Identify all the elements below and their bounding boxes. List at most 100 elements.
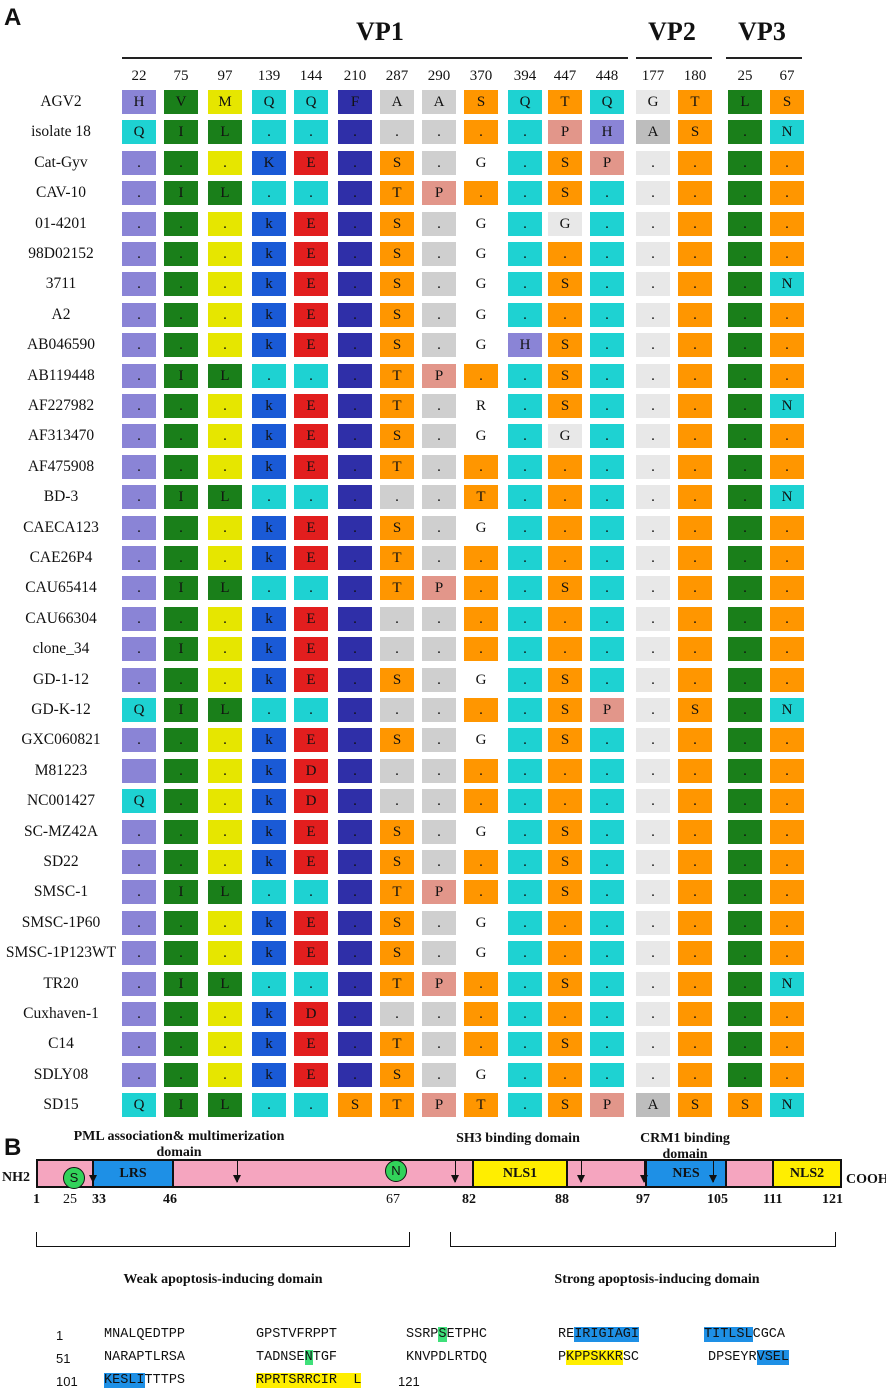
residue-cell: S [548, 698, 582, 722]
residue-cell: . [508, 181, 542, 206]
residue-cell: . [338, 698, 372, 722]
residue-cell: E [294, 150, 328, 175]
residue-cell: . [122, 485, 156, 510]
residue-cell: Q [122, 1093, 156, 1118]
residue-cell: . [122, 333, 156, 358]
residue-cell: G [464, 941, 498, 966]
residue-cell: . [208, 515, 242, 540]
residue-cell: . [590, 758, 624, 783]
residue-cell: S [380, 850, 414, 874]
residue-cell: k [252, 667, 286, 692]
residue-cell: . [590, 850, 624, 874]
residue-cell: E [294, 333, 328, 358]
residue-cell: . [770, 606, 804, 631]
residue-cell: P [422, 971, 456, 996]
seq-row-3-end-number: 121 [398, 1374, 420, 1389]
residue-cell: . [208, 454, 242, 479]
weak-apoptosis-bracket [36, 1232, 410, 1247]
pos-111: 111 [763, 1192, 783, 1207]
residue-cell: . [728, 576, 762, 601]
residue-cell: . [422, 758, 456, 783]
residue-cell: . [422, 424, 456, 449]
panel-a-label: A [4, 4, 22, 31]
phospho-site-s: S [63, 1167, 85, 1189]
residue-cell: . [338, 910, 372, 935]
residue-cell: . [464, 637, 498, 662]
residue-cell: . [208, 910, 242, 935]
residue-cell: A [422, 90, 456, 114]
residue-cell: S [464, 90, 498, 114]
residue-cell: . [770, 424, 804, 449]
residue-cell: . [508, 394, 542, 418]
seq-text: TGF [312, 1350, 338, 1365]
residue-cell: . [164, 150, 198, 175]
residue-cell: . [728, 302, 762, 327]
residue-cell: . [770, 242, 804, 266]
residue-cell: I [164, 363, 198, 388]
residue-cell: . [548, 242, 582, 266]
residue-cell: . [464, 1002, 498, 1026]
residue-cell: . [590, 485, 624, 510]
residue-cell: . [164, 394, 198, 418]
position-header-0: 22 [131, 68, 147, 84]
residue-cell: . [252, 1093, 286, 1118]
residue-cell: I [164, 181, 198, 206]
residue-cell: S [380, 728, 414, 753]
residue-cell: . [208, 728, 242, 753]
residue-cell: . [728, 515, 762, 540]
position-header-2: 97 [217, 68, 233, 84]
residue-cell: . [636, 910, 670, 935]
residue-cell: . [678, 363, 712, 388]
residue-cell: E [294, 424, 328, 449]
residue-cell: . [422, 606, 456, 631]
residue-cell: . [164, 302, 198, 327]
residue-cell: . [122, 211, 156, 236]
residue-cell: . [508, 789, 542, 814]
residue-cell: . [636, 698, 670, 722]
residue-cell: . [208, 1002, 242, 1026]
residue-cell: . [590, 819, 624, 844]
residue-cell: S [548, 394, 582, 418]
residue-cell: . [164, 515, 198, 540]
residue-cell: . [770, 758, 804, 783]
strain-name: AF313470 [27, 427, 95, 445]
residue-cell: . [380, 758, 414, 783]
residue-cell: S [380, 211, 414, 236]
residue-cell: E [294, 1032, 328, 1057]
residue-cell: . [422, 150, 456, 175]
residue-cell: . [294, 576, 328, 601]
residue-cell: . [678, 150, 712, 175]
residue-cell: . [636, 971, 670, 996]
residue-cell: T [380, 1032, 414, 1057]
residue-cell: . [122, 302, 156, 327]
residue-cell: . [636, 181, 670, 206]
seq-row-1-block-1: MNALQEDTPP [104, 1327, 186, 1342]
residue-cell: . [548, 941, 582, 966]
pos-82: 82 [462, 1192, 476, 1207]
residue-cell: . [678, 546, 712, 570]
residue-cell: . [508, 1093, 542, 1118]
residue-cell: A [636, 120, 670, 145]
residue-cell: S [548, 880, 582, 905]
position-header-4: 144 [299, 68, 323, 84]
residue-cell: . [636, 394, 670, 418]
residue-cell: . [508, 637, 542, 662]
residue-cell: . [164, 728, 198, 753]
residue-cell: . [164, 1002, 198, 1026]
residue-cell: . [122, 667, 156, 692]
residue-cell: . [678, 333, 712, 358]
residue-cell: E [294, 454, 328, 479]
residue-cell: L [728, 90, 762, 114]
residue-cell: . [208, 211, 242, 236]
residue-cell: T [380, 576, 414, 601]
residue-cell: . [338, 272, 372, 297]
seq-text: DPSEYR [708, 1350, 757, 1365]
residue-cell: S [548, 971, 582, 996]
residue-cell: . [728, 941, 762, 966]
residue-cell: S [380, 424, 414, 449]
residue-cell: S [380, 333, 414, 358]
residue-cell: G [464, 302, 498, 327]
residue-cell: . [770, 789, 804, 814]
residue-cell: . [678, 242, 712, 266]
residue-cell: . [636, 424, 670, 449]
